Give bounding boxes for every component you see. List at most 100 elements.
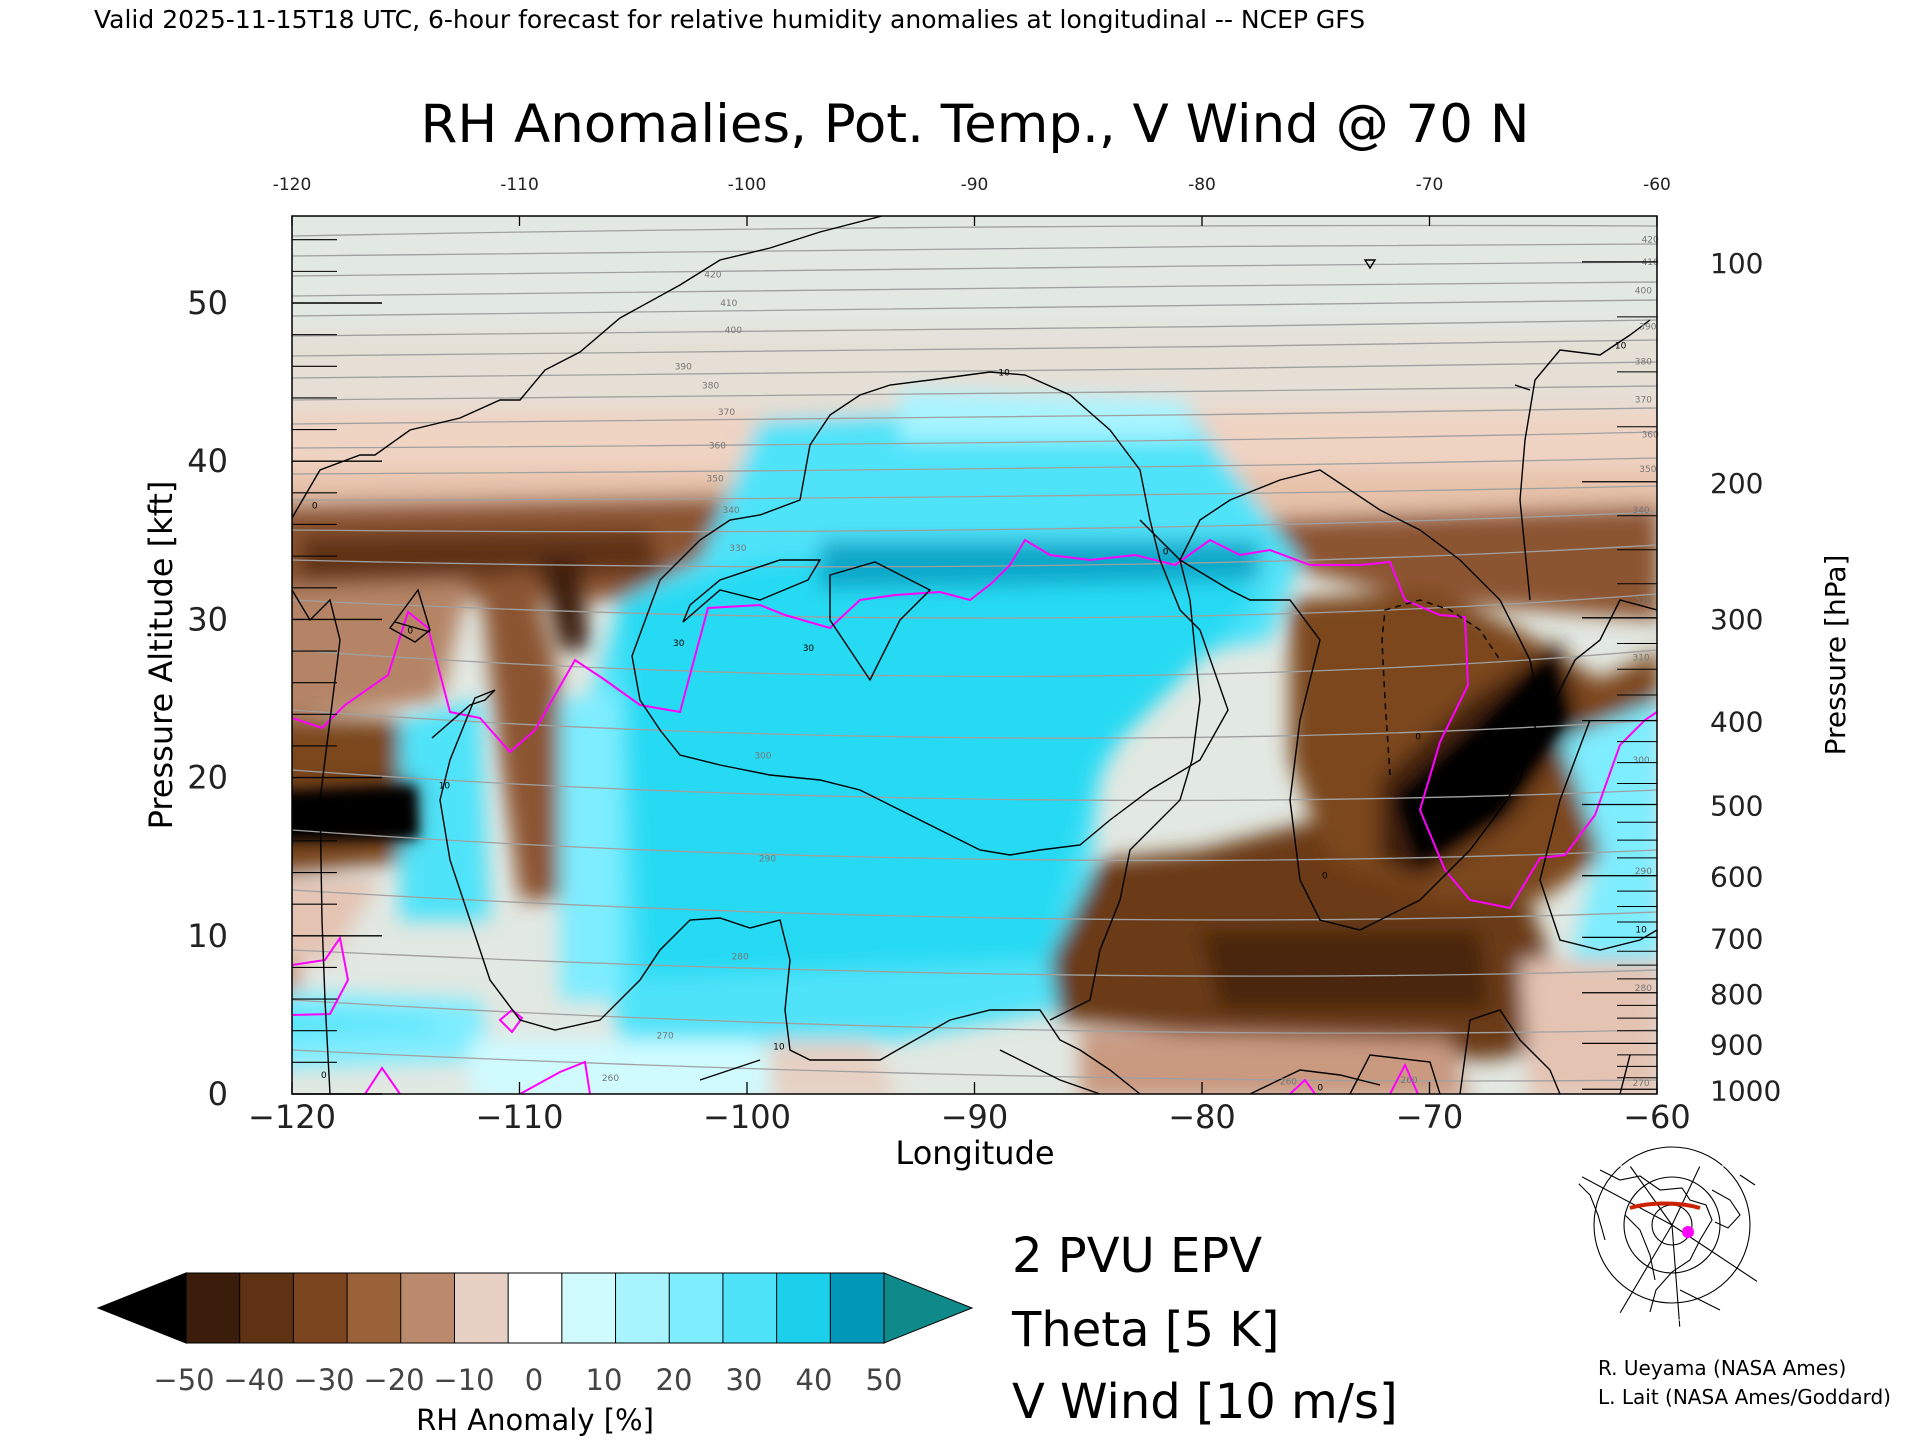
theta-contours: [292, 224, 1657, 1082]
theta-label: 390: [1639, 323, 1656, 333]
chart-title: RH Anomalies, Pot. Temp., V Wind @ 70 N: [421, 94, 1530, 155]
x-tick-label: −70: [1396, 1098, 1464, 1136]
colorbar-box: [185, 1272, 241, 1344]
wind-label: 30: [803, 644, 815, 654]
colorbar-box: [722, 1272, 778, 1344]
x-top-tick-label: -80: [1188, 175, 1216, 195]
theta-label: 340: [722, 506, 739, 516]
wind-label: 10: [1635, 925, 1647, 935]
y-tick-label: 10: [187, 917, 228, 955]
theta-label: 320: [1635, 596, 1652, 606]
colorbar-tick-label: −40: [223, 1363, 284, 1397]
wind-label: 0: [1163, 547, 1169, 557]
pressure-tick-label: 1000: [1710, 1074, 1781, 1107]
theta-label: 260: [1280, 1077, 1297, 1087]
colorbar-box: [776, 1272, 832, 1344]
colorbar-tick-label: 50: [866, 1363, 903, 1397]
colorbar: −50 −40 −30 −20 −10 0 10 20 30 40 50: [96, 1272, 974, 1397]
x-tick-label: −110: [476, 1098, 564, 1136]
theta-label: 350: [1639, 465, 1656, 475]
wind-label: 10: [998, 369, 1010, 379]
y-tick-label: 30: [187, 600, 228, 638]
pressure-tick-label: 500: [1710, 789, 1763, 822]
colorbar-box: [400, 1272, 456, 1344]
colorbar-box: [292, 1272, 349, 1344]
y-axis: 0 10 20 30 40 50: [187, 239, 382, 1113]
x-tick-label: −100: [703, 1098, 791, 1136]
y-tick-label: 40: [187, 442, 228, 480]
theta-label: 290: [1635, 867, 1652, 877]
y-tick-label: 0: [208, 1075, 228, 1113]
colorbar-box: [615, 1272, 671, 1344]
pressure-tick-label: 100: [1710, 247, 1763, 280]
theta-label: 390: [675, 362, 692, 372]
x-top-tick-label: -60: [1643, 175, 1671, 195]
pressure-tick-label: 200: [1710, 467, 1763, 500]
wind-label: 0: [1415, 732, 1421, 742]
x-tick-label: −80: [1168, 1098, 1236, 1136]
locator-map: [1559, 1146, 1771, 1327]
theta-label: 410: [1642, 258, 1659, 268]
theta-label: 370: [1635, 396, 1652, 406]
colorbar-tick-label: −10: [433, 1363, 494, 1397]
wind-label: 0: [321, 1071, 327, 1081]
theta-label: 370: [718, 408, 735, 418]
pressure-tick-label: 700: [1710, 922, 1763, 955]
y-tick-label: 20: [187, 759, 228, 797]
wind-label: 30: [673, 639, 685, 649]
theta-label: 340: [1632, 506, 1649, 516]
theta-label: 300: [1632, 756, 1649, 766]
colorbar-box: [239, 1272, 295, 1344]
theta-label: 400: [725, 326, 742, 336]
theta-label: 270: [657, 1031, 674, 1041]
theta-label: 260: [1400, 1076, 1417, 1086]
colorbar-tick-label: −20: [363, 1363, 424, 1397]
colorbar-box: [453, 1272, 510, 1344]
legend-wind: V Wind [10 m/s]: [1012, 1374, 1398, 1430]
wind-label: 10: [1615, 342, 1627, 352]
theta-label: 400: [1635, 286, 1652, 296]
theta-label: 280: [1635, 984, 1652, 994]
x-top-tick-label: -110: [500, 175, 539, 195]
colorbar-box: [346, 1272, 402, 1344]
colorbar-box: [668, 1272, 724, 1344]
colorbar-tick-label: −30: [293, 1363, 354, 1397]
legend-epv: 2 PVU EPV: [1012, 1228, 1262, 1284]
x-axis-label: Longitude: [895, 1134, 1054, 1172]
colorbar-low-arrow: [96, 1272, 187, 1344]
legend-theta: Theta [5 K]: [1011, 1302, 1280, 1358]
pressure-axis-label: Pressure [hPa]: [1819, 555, 1852, 756]
pressure-tick-label: 900: [1710, 1028, 1763, 1061]
theta-label: 310: [1632, 653, 1649, 663]
epv-contour: [292, 538, 1657, 1094]
colorbar-box: [829, 1272, 885, 1344]
header-text: Valid 2025-11-15T18 UTC, 6-hour forecast…: [94, 5, 1365, 34]
colorbar-box: [507, 1272, 563, 1344]
x-tick-label: −90: [941, 1098, 1009, 1136]
wind-label: 10: [773, 1043, 785, 1053]
colorbar-label: RH Anomaly [%]: [416, 1403, 654, 1437]
x-top-tick-label: -120: [273, 175, 312, 195]
wind-labels: 0 10 30 30 10 0 0 0 0 10 0 0 10 10: [312, 342, 1647, 1094]
credit-line-2: L. Lait (NASA Ames/Goddard): [1598, 1385, 1891, 1409]
colorbar-tick-label: 40: [796, 1363, 833, 1397]
wind-contours: [292, 216, 1657, 1094]
theta-label: 260: [602, 1074, 619, 1084]
pressure-tick-label: 600: [1710, 861, 1763, 894]
theta-label: 330: [729, 544, 746, 554]
theta-label: 350: [707, 475, 724, 485]
theta-label: 360: [709, 441, 726, 451]
theta-label: 300: [754, 751, 771, 761]
x-top-tick-label: -100: [728, 175, 767, 195]
colorbar-tick-label: 20: [656, 1363, 693, 1397]
theta-label: 420: [1642, 236, 1659, 246]
pressure-axis: 100 200 300 400 500 600 700 800 900 1000: [1582, 247, 1781, 1107]
pressure-tick-label: 400: [1710, 706, 1763, 739]
wind-label: 0: [1317, 1084, 1323, 1094]
y-axis-label: Pressure Altitude [kft]: [142, 481, 180, 830]
y-tick-label: 50: [187, 284, 228, 322]
theta-label: 270: [1632, 1079, 1649, 1089]
wind-label: 0: [407, 626, 413, 636]
theta-label: 410: [720, 299, 737, 309]
